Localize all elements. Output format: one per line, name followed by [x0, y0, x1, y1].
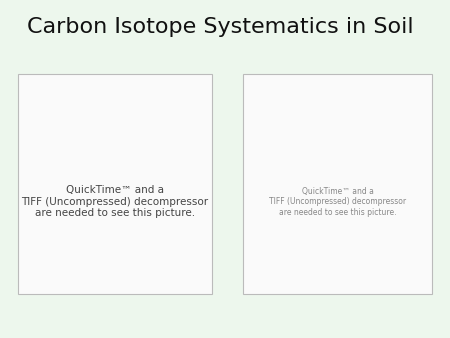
Bar [18, 74, 212, 294]
Text: QuickTime™ and a
TIFF (Uncompressed) decompressor
are needed to see this picture: QuickTime™ and a TIFF (Uncompressed) dec… [21, 185, 208, 218]
Bar [243, 74, 432, 294]
Text: QuickTime™ and a
TIFF (Uncompressed) decompressor
are needed to see this picture: QuickTime™ and a TIFF (Uncompressed) dec… [269, 187, 406, 217]
Text: Carbon Isotope Systematics in Soil: Carbon Isotope Systematics in Soil [27, 17, 414, 37]
